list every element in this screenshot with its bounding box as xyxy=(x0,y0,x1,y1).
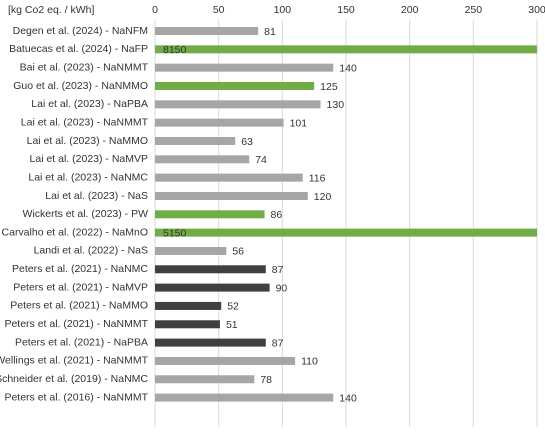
bar xyxy=(155,246,227,255)
x-tick-label: 100 xyxy=(274,4,292,16)
value-label: 120 xyxy=(314,191,332,203)
x-tick-label: 200 xyxy=(401,4,419,16)
y-tick-label: Wickerts et al. (2023) - PW xyxy=(23,208,149,220)
y-tick-label: Guo et al. (2023) - NaNMMO xyxy=(13,80,148,92)
x-tick-label: 250 xyxy=(465,4,483,16)
y-tick-label: Lai et al. (2023) - NaMMO xyxy=(27,135,148,147)
value-label: 8150 xyxy=(163,44,187,56)
value-label: 5150 xyxy=(163,227,187,239)
y-tick-label: Peters et al. (2021) - NaMVP xyxy=(13,281,148,293)
y-tick-label: Peters et al. (2021) - NaNMC xyxy=(12,263,148,275)
bar xyxy=(155,228,537,237)
bar xyxy=(155,356,296,365)
bar xyxy=(155,210,265,219)
value-label: 130 xyxy=(327,99,345,111)
y-tick-label: Lai et al. (2023) - NaNMC xyxy=(28,171,148,183)
y-tick-label: Lai et al. (2023) - NaNMMT xyxy=(21,116,149,128)
y-tick-label: Degen et al. (2024) - NaNFM xyxy=(13,25,148,37)
bar xyxy=(155,283,270,292)
bar xyxy=(155,155,250,164)
value-label: 101 xyxy=(290,117,308,129)
y-tick-label: Lai et al. (2023) - NaS xyxy=(45,190,148,202)
y-tick-label: Batuecas et al. (2024) - NaFP xyxy=(9,43,148,55)
value-label: 51 xyxy=(226,319,238,331)
value-label: 52 xyxy=(227,301,239,313)
y-tick-label: Schneider et al. (2019) - NaNMC xyxy=(0,373,148,385)
value-label: 63 xyxy=(241,136,253,148)
bar xyxy=(155,27,259,35)
y-tick-label: Bai et al. (2023) - NaNMMT xyxy=(20,61,149,73)
bar xyxy=(155,393,334,402)
value-label: 116 xyxy=(309,172,326,184)
value-label: 140 xyxy=(339,392,357,404)
bar xyxy=(155,301,222,310)
value-label: 110 xyxy=(301,356,318,368)
x-tick-label: 50 xyxy=(213,4,225,16)
y-tick-label: Lai et al. (2023) - NaPBA xyxy=(31,98,148,110)
axis-label: [kg Co2 eq. / kWh] xyxy=(8,4,94,16)
bar xyxy=(155,45,537,54)
bar xyxy=(155,173,303,182)
bar xyxy=(155,191,308,200)
value-label: 86 xyxy=(271,209,283,221)
y-tick-label: Carvalho et al. (2022) - NaMnO xyxy=(2,226,148,238)
y-tick-label: Peters et al. (2021) - NaPBA xyxy=(15,336,148,348)
value-label: 90 xyxy=(276,282,288,294)
value-label: 81 xyxy=(264,26,276,38)
bar xyxy=(155,320,220,329)
value-label: 87 xyxy=(272,264,284,276)
value-label: 140 xyxy=(339,62,357,74)
bar xyxy=(155,136,236,145)
value-label: 74 xyxy=(255,154,267,166)
y-tick-label: Landi et al. (2022) - NaS xyxy=(34,245,148,257)
x-tick-label: 0 xyxy=(152,4,158,16)
bar xyxy=(155,81,315,90)
y-tick-label: Lai et al. (2023) - NaMVP xyxy=(30,153,148,165)
bar xyxy=(155,338,266,347)
bar xyxy=(155,63,334,72)
y-tick-label: Peters et al. (2021) - NaNMMT xyxy=(4,318,148,330)
x-tick-label: 300 xyxy=(528,4,545,16)
bar xyxy=(155,100,321,109)
value-label: 125 xyxy=(320,81,338,93)
y-tick-label: Peters et al. (2021) - NaMMO xyxy=(10,300,148,312)
x-tick-label: 150 xyxy=(337,4,355,16)
bar xyxy=(155,265,266,274)
value-label: 87 xyxy=(272,337,284,349)
bar xyxy=(155,375,255,384)
value-label: 78 xyxy=(260,374,272,386)
y-tick-label: Peters et al. (2016) - NaNMMT xyxy=(4,391,148,403)
bar xyxy=(155,118,284,127)
value-label: 56 xyxy=(232,246,244,258)
y-tick-label: Wellings et al. (2021) - NaNMMT xyxy=(0,355,149,367)
